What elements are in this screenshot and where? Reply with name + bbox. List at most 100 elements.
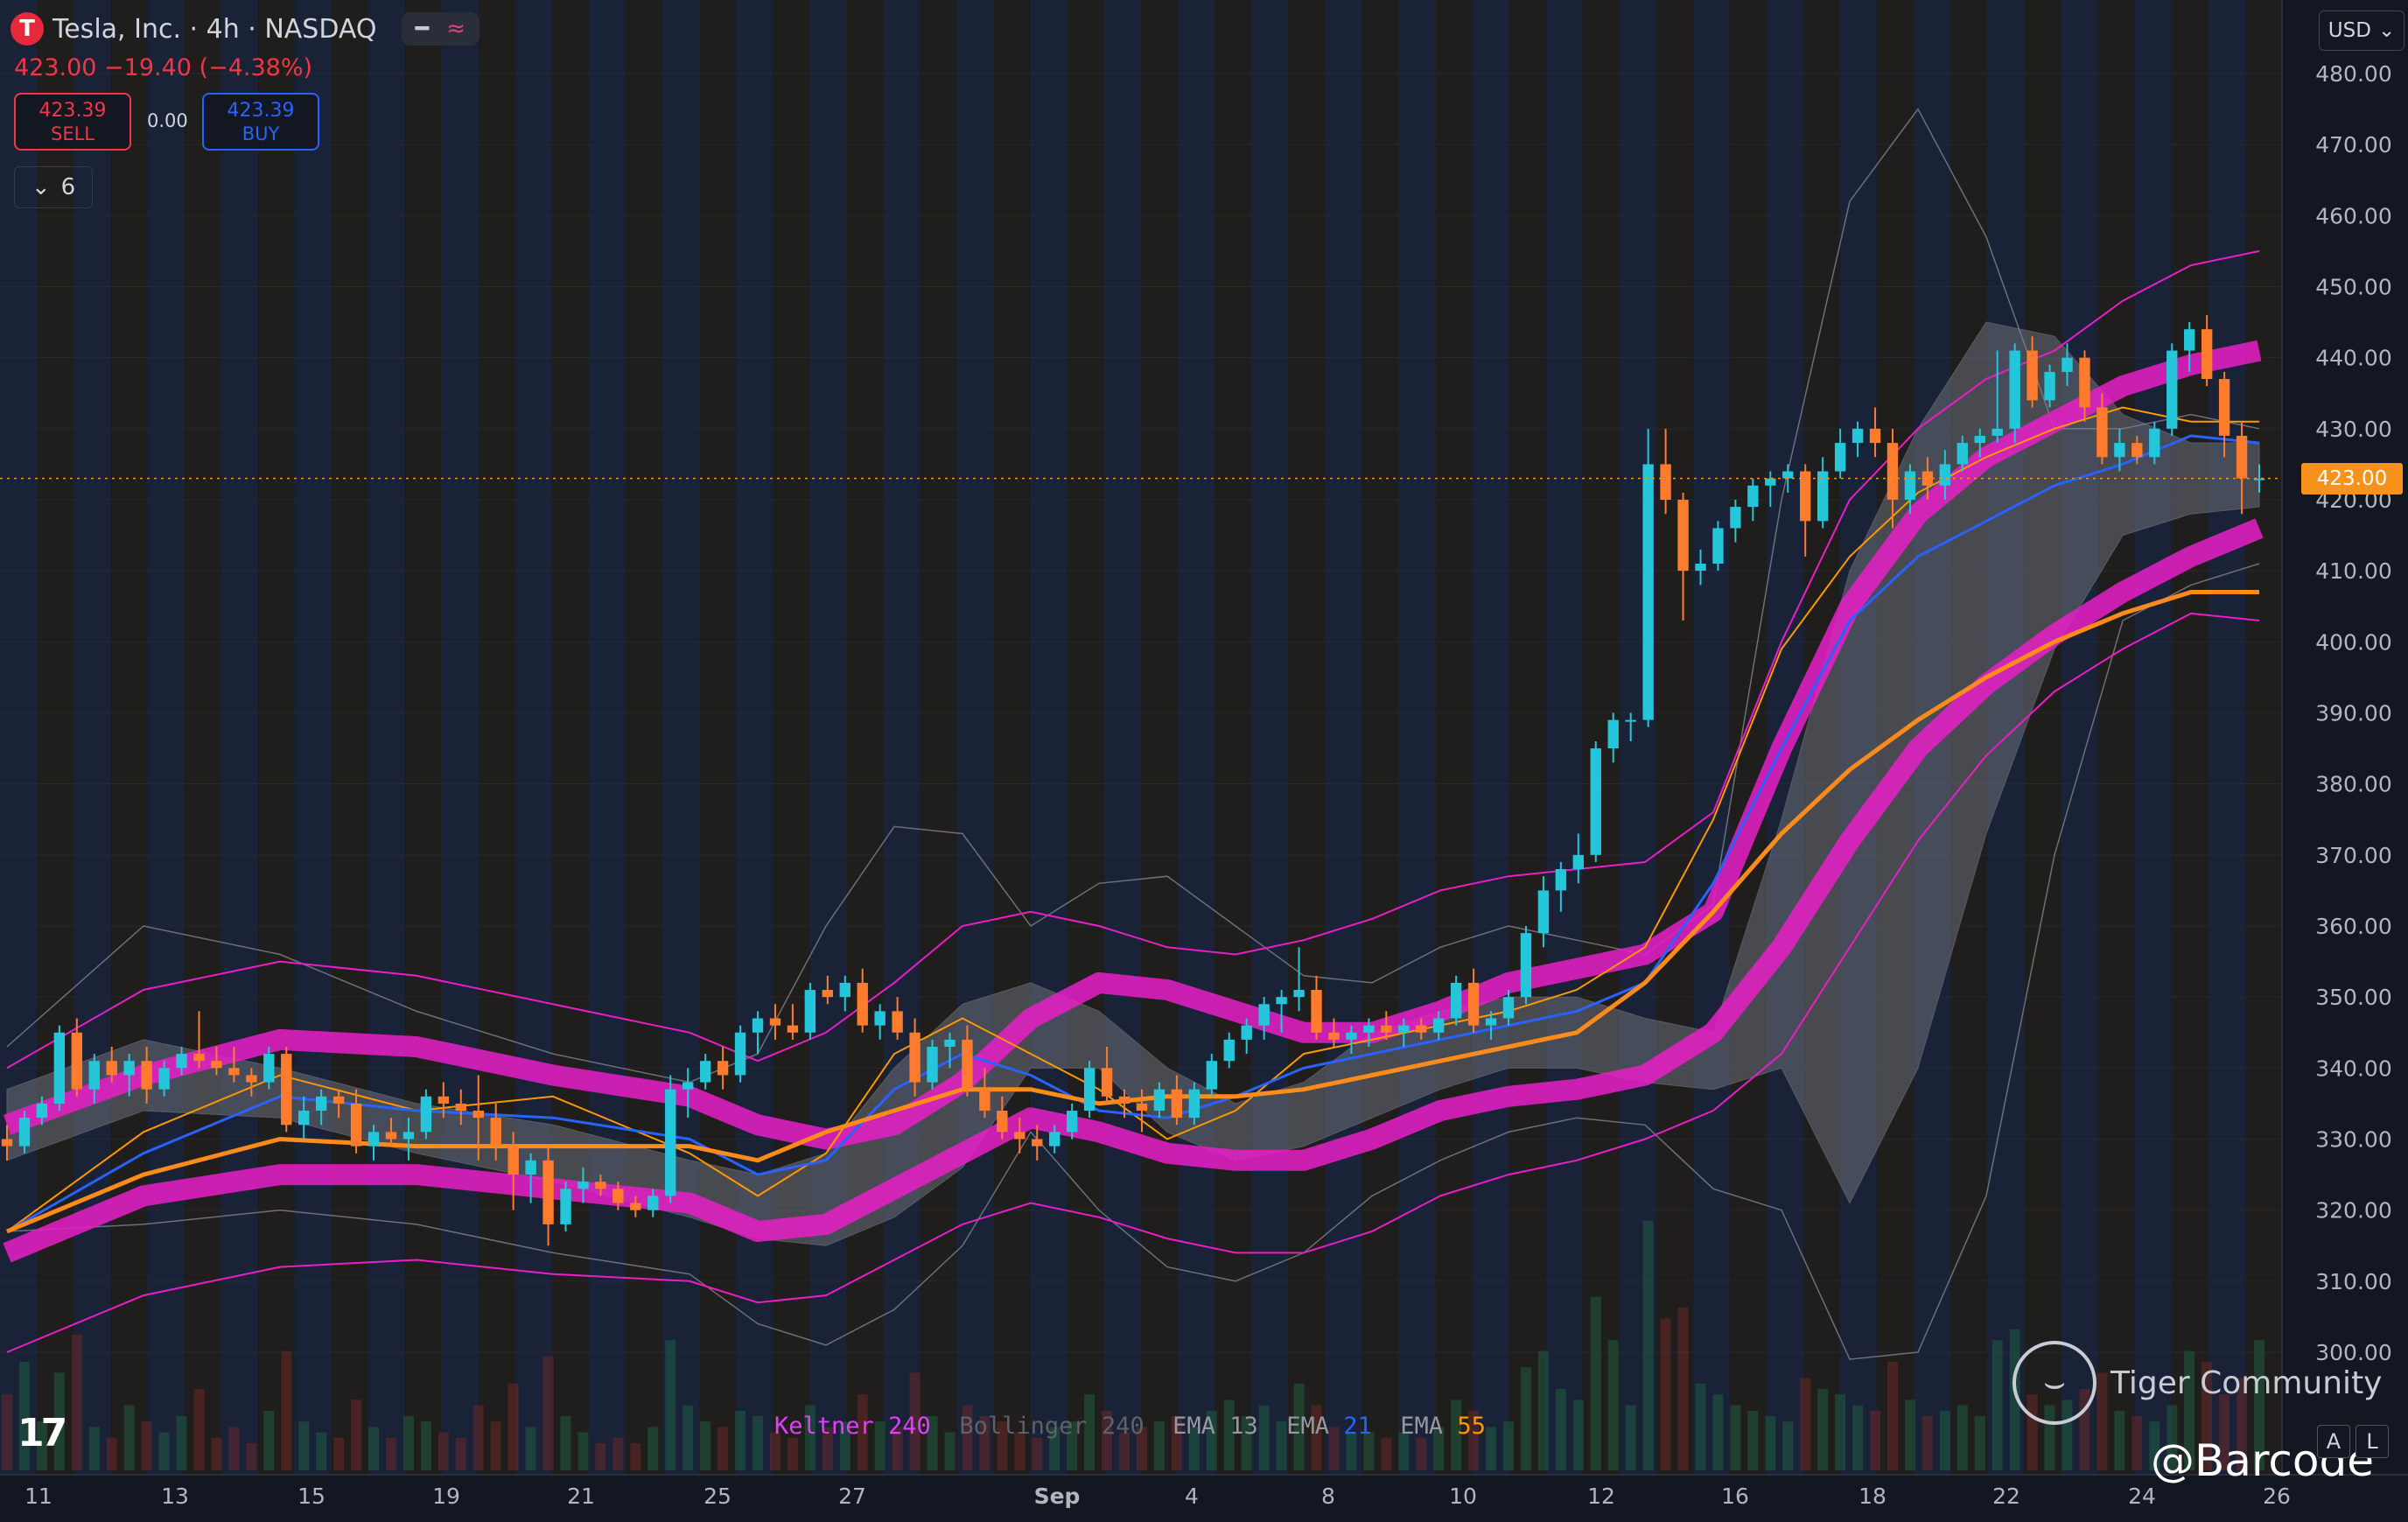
tiger-logo-icon: ⌣	[2012, 1341, 2096, 1425]
candle-down	[508, 1132, 519, 1210]
volume-bar	[1590, 1296, 1601, 1470]
volume-bar	[1188, 1427, 1200, 1470]
session-stripe	[1030, 0, 1068, 1475]
volume-bar	[1817, 1389, 1829, 1470]
volume-bar	[2062, 1399, 2073, 1470]
volume-bar	[874, 1421, 886, 1470]
legend-value: 240	[1101, 1413, 1173, 1440]
session-stripe	[294, 0, 332, 1475]
volume-bar	[176, 1416, 187, 1470]
candle-up	[1730, 500, 1741, 543]
candle-up	[944, 1032, 956, 1069]
price-tick-label: 430.00	[2315, 417, 2391, 442]
volume-bar	[822, 1427, 833, 1470]
auto-scale-button[interactable]: A	[2317, 1425, 2350, 1458]
candle-body	[1537, 890, 1550, 934]
time-tick-label: 24	[2128, 1483, 2156, 1509]
price-tick-label: 390.00	[2315, 701, 2391, 726]
volume-bar	[1241, 1416, 1252, 1470]
volume-bar	[735, 1410, 746, 1470]
legend-name[interactable]: EMA	[1400, 1413, 1458, 1440]
candle-up	[2062, 343, 2073, 387]
legend-name[interactable]: Keltner	[774, 1413, 889, 1440]
currency-select[interactable]: USD ⌄	[2319, 11, 2404, 51]
volume-bar	[263, 1410, 275, 1470]
session-stripe	[368, 0, 405, 1475]
candle-body	[2184, 329, 2195, 351]
candle-body	[665, 1089, 676, 1196]
volume-bar	[123, 1405, 135, 1470]
candle-up	[1712, 521, 1724, 572]
symbol-title[interactable]: Tesla, Inc. · 4h · NASDAQ	[52, 13, 377, 45]
session-stripe	[1251, 0, 1289, 1475]
volume-bar	[1433, 1427, 1445, 1470]
volume-bar	[385, 1437, 396, 1470]
wave-icon[interactable]: ≈	[446, 16, 466, 42]
price-tick-label: 340.00	[2315, 1056, 2391, 1081]
candle-body	[123, 1061, 135, 1076]
chevron-down-icon: ⌄	[31, 174, 51, 200]
candle-body	[699, 1061, 711, 1083]
volume-bar	[1416, 1437, 1427, 1470]
candle-down	[2026, 336, 2038, 408]
candle-up	[368, 1125, 380, 1161]
candle-down	[141, 1046, 152, 1104]
session-stripe	[2024, 0, 2062, 1475]
volume-bar	[1835, 1394, 1846, 1470]
candle-up	[927, 1039, 938, 1090]
volume-bar	[1014, 1432, 1026, 1470]
log-scale-button[interactable]: L	[2356, 1425, 2389, 1458]
price-tick-label: 400.00	[2315, 629, 2391, 655]
volume-bar	[1939, 1410, 1950, 1470]
indicator-bands	[3, 108, 2264, 1360]
legend-name[interactable]: EMA	[1286, 1413, 1344, 1440]
sell-button[interactable]: 423.39 SELL	[14, 93, 131, 151]
candle-down	[1416, 1018, 1427, 1040]
legend-name[interactable]: EMA	[1172, 1413, 1230, 1440]
candle-body	[332, 1096, 345, 1104]
volume-bar	[1293, 1383, 1305, 1470]
keltner-upper-band	[3, 340, 2262, 1150]
time-tick-label: 8	[1321, 1483, 1335, 1509]
indicator-toggle-group: ━ ≈	[401, 12, 480, 46]
indicators-collapse-button[interactable]: ⌄ 6	[14, 166, 93, 208]
candle-down	[630, 1196, 641, 1217]
chevron-down-icon: ⌄	[2377, 19, 2396, 42]
candle-up	[2253, 464, 2265, 493]
buy-button[interactable]: 423.39 BUY	[202, 93, 319, 151]
time-tick-label: 15	[298, 1483, 326, 1509]
candle-body	[857, 982, 868, 1026]
volume-bar	[525, 1427, 536, 1470]
candle-body	[71, 1032, 82, 1090]
tesla-logo-icon[interactable]: T	[10, 12, 44, 46]
session-stripe	[441, 0, 479, 1475]
volume-bar	[804, 1405, 816, 1470]
candle-body	[1328, 1032, 1340, 1040]
session-stripe	[736, 0, 774, 1475]
hide-indicators-icon[interactable]: ━	[415, 16, 430, 42]
volume-bar	[438, 1432, 449, 1470]
candle-down	[717, 1046, 729, 1090]
candle-body	[682, 1082, 694, 1090]
candle-down	[612, 1182, 624, 1210]
volume-bar	[1730, 1405, 1741, 1470]
legend-name[interactable]: Bollinger	[959, 1413, 1102, 1440]
session-stripe	[993, 0, 1031, 1475]
candle-body	[2236, 435, 2248, 479]
session-stripe	[1141, 0, 1179, 1475]
session-stripe	[1214, 0, 1252, 1475]
tiger-community-text: Tiger Community	[2110, 1364, 2383, 1401]
price-tick-label: 360.00	[2315, 914, 2391, 939]
candle-up	[1363, 1018, 1375, 1047]
tradingview-logo-icon[interactable]: 17	[18, 1411, 67, 1455]
candle-up	[1834, 428, 1846, 479]
candle-up	[1450, 975, 1462, 1026]
candle-up	[158, 1061, 170, 1097]
candle-down	[438, 1082, 450, 1119]
candle-up	[2166, 343, 2178, 436]
candle-body	[1014, 1132, 1026, 1140]
volume-bar	[2184, 1350, 2195, 1470]
candle-down	[71, 1018, 82, 1097]
